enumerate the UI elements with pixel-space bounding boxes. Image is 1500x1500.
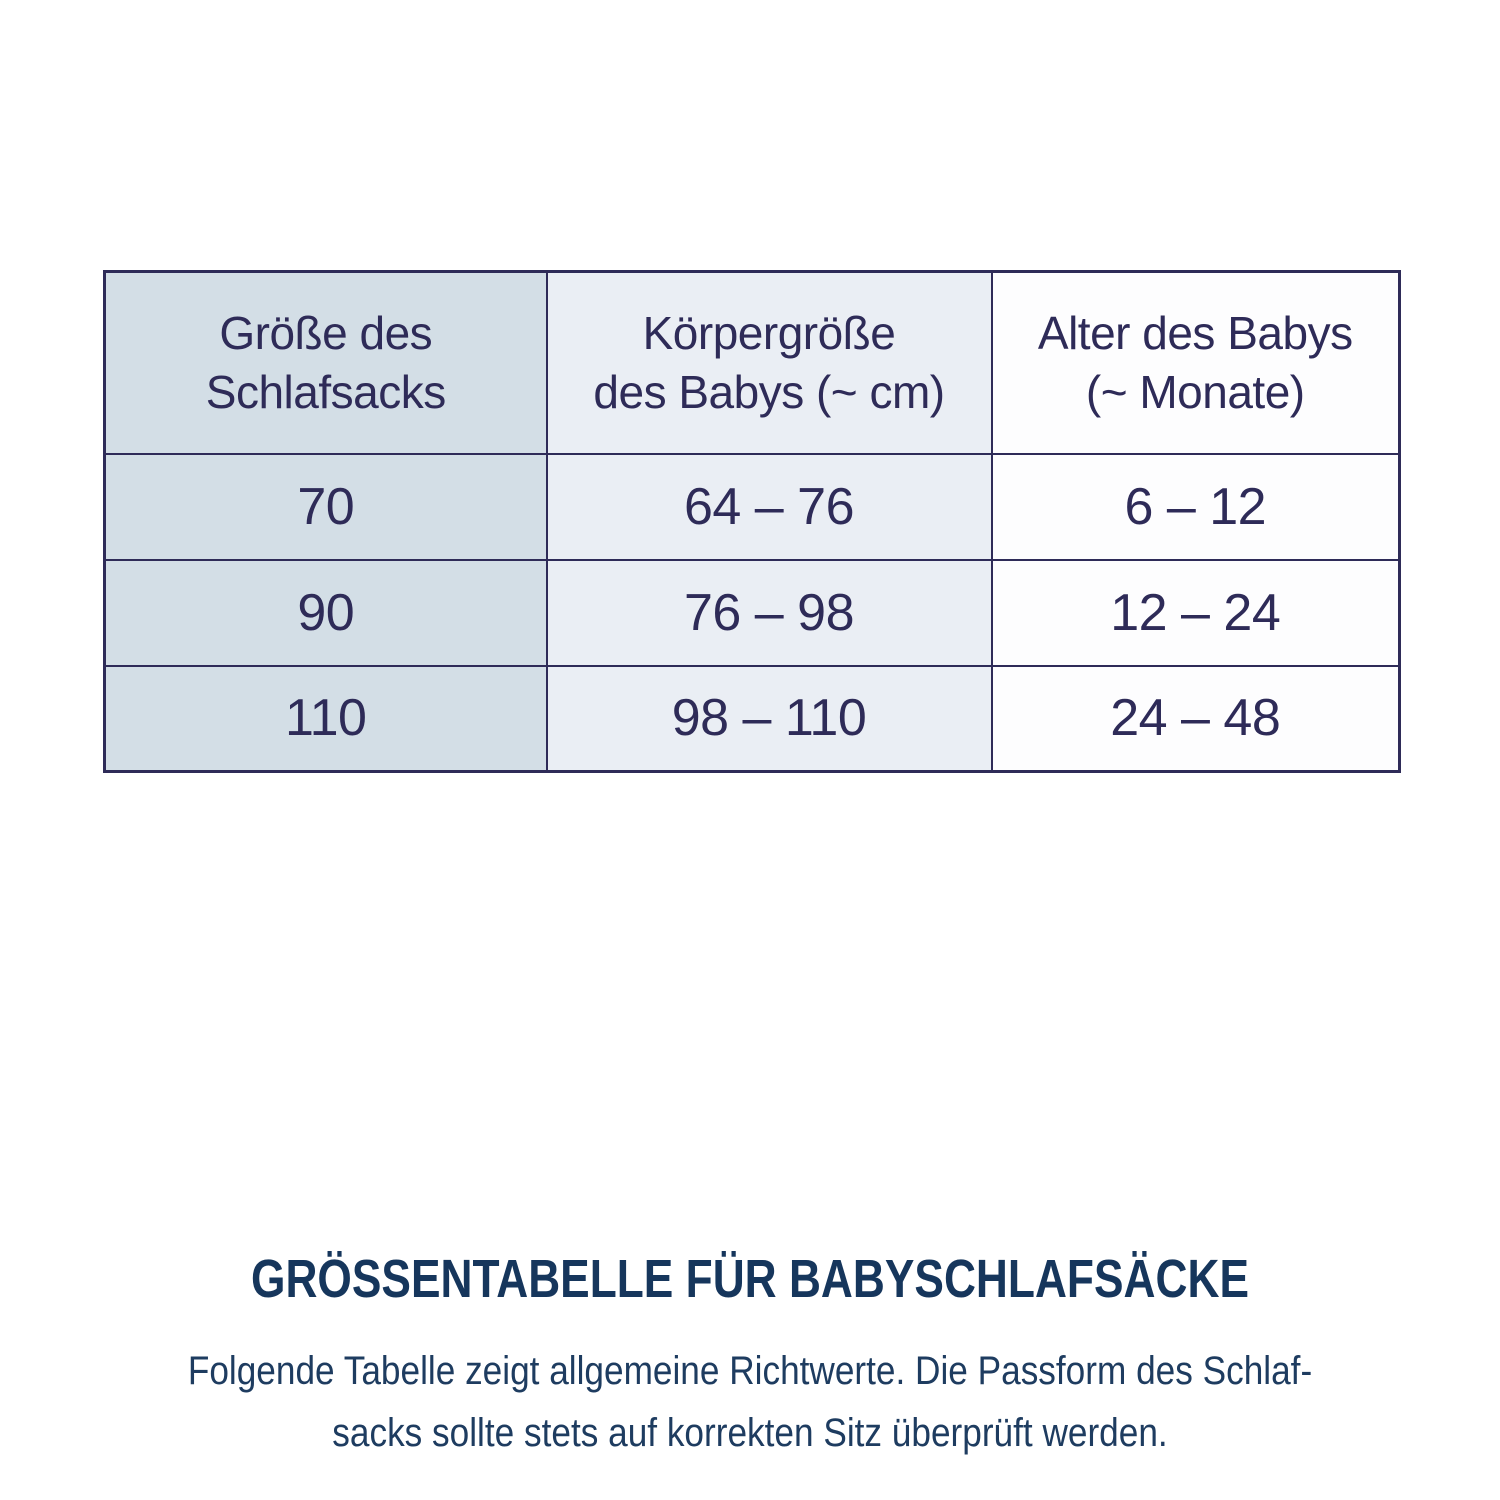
cell-height-range: 64 – 76 [545,452,993,561]
header-cell-body-height: Körpergröße des Babys (~ cm) [545,270,993,455]
size-table: Größe des Schlafsacks Körpergröße des Ba… [103,270,1401,773]
header-cell-sleeping-bag-size: Größe des Schlafsacks [103,270,548,455]
cell-height-range: 98 – 110 [545,664,993,773]
cell-height-range: 76 – 98 [545,558,993,667]
cell-age-range: 12 – 24 [990,558,1401,667]
cell-age-range: 6 – 12 [990,452,1401,561]
note-line-2: sacks sollte stets auf korrekten Sitz üb… [332,1411,1168,1455]
table-header-row: Größe des Schlafsacks Körpergröße des Ba… [103,270,1401,455]
size-chart-note: Folgende Tabelle zeigt allgemeine Richtw… [0,1340,1500,1464]
cell-size: 90 [103,558,548,667]
size-chart-title: GRÖSSENTABELLE FÜR BABYSCHLAFSÄCKE [251,1249,1249,1309]
footer-text-block: GRÖSSENTABELLE FÜR BABYSCHLAFSÄCKE Folge… [0,1248,1500,1464]
table-row: 110 98 – 110 24 – 48 [103,664,1401,773]
cell-size: 70 [103,452,548,561]
table-row: 90 76 – 98 12 – 24 [103,558,1401,667]
cell-size: 110 [103,664,548,773]
note-line-1: Folgende Tabelle zeigt allgemeine Richtw… [187,1349,1313,1393]
table-row: 70 64 – 76 6 – 12 [103,452,1401,561]
cell-age-range: 24 – 48 [990,664,1401,773]
header-cell-baby-age: Alter des Babys (~ Monate) [990,270,1401,455]
